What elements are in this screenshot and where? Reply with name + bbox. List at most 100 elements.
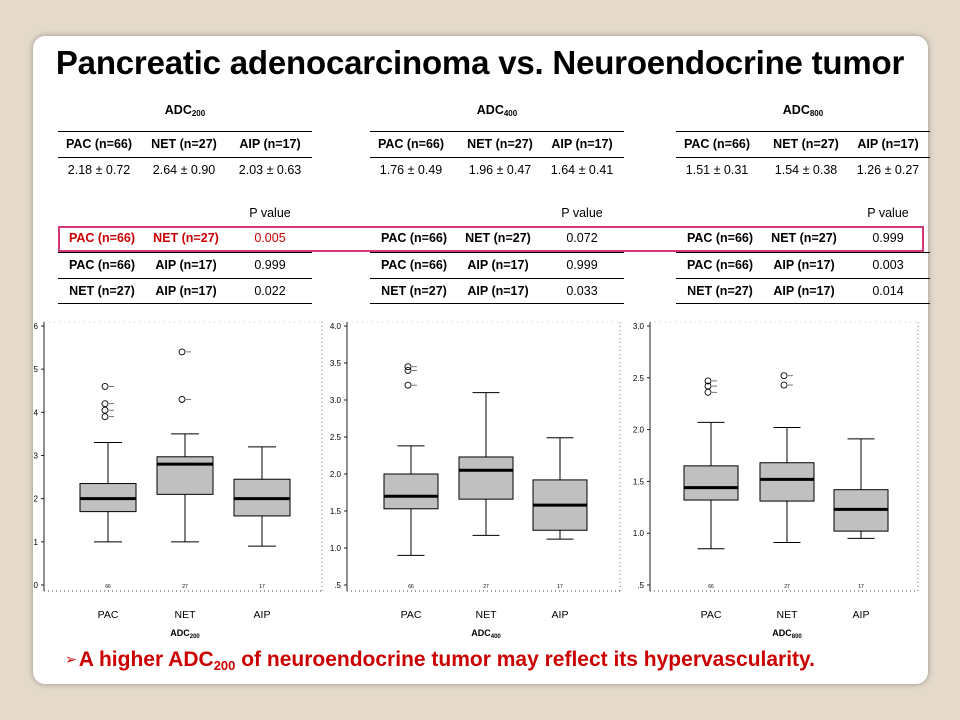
y-tick-label: 3.5	[330, 359, 342, 368]
mean-value: 1.76 ± 0.49	[379, 163, 443, 177]
p-value-header-row: P value	[370, 201, 624, 225]
p-value: 0.022	[254, 284, 286, 298]
outlier-point	[101, 406, 109, 414]
n-label: 17	[557, 584, 563, 590]
y-tick-label: 2	[34, 495, 39, 504]
p-value: 0.003	[872, 258, 904, 272]
y-tick-label: 2.0	[330, 470, 342, 479]
outlier-point	[101, 400, 109, 408]
outlier-point	[101, 382, 109, 390]
comparison-group-a: PAC (n=66)	[686, 231, 754, 245]
comparison-group-b: AIP (n=17)	[773, 284, 835, 298]
group-label: NET (n=27)	[773, 137, 839, 151]
x-axis-label: ADC800	[772, 628, 802, 640]
n-label: 66	[105, 584, 111, 590]
comparison-group-b: AIP (n=17)	[467, 258, 529, 272]
n-label: 66	[708, 584, 714, 590]
conclusion-prefix: A higher ADC	[78, 648, 214, 671]
p-value: 0.005	[254, 231, 286, 245]
table-header-subscript: 200	[191, 109, 206, 118]
category-label: AIP	[853, 609, 870, 621]
outlier-point	[178, 348, 186, 356]
mean-value: 2.64 ± 0.90	[152, 163, 216, 177]
table-header-base: ADC	[476, 103, 504, 117]
group-label: PAC (n=66)	[377, 137, 445, 151]
comparison-group-a: PAC (n=66)	[68, 231, 136, 245]
category-label: PAC	[701, 609, 722, 621]
y-tick-label: 3.0	[633, 322, 645, 331]
n-label: 27	[483, 584, 489, 590]
group-label: AIP (n=17)	[551, 137, 613, 151]
comparison-group-a: PAC (n=66)	[686, 258, 754, 272]
p-value-header-row: P value	[676, 201, 930, 225]
outlier-point	[404, 363, 412, 371]
p-value-header-row: P value	[58, 201, 312, 225]
group-label: AIP (n=17)	[239, 137, 301, 151]
p-value-header: P value	[249, 206, 291, 220]
comparison-group-a: PAC (n=66)	[380, 231, 448, 245]
mean-value: 1.26 ± 0.27	[856, 163, 920, 177]
outlier-point	[780, 372, 788, 380]
comparison-row: NET (n=27) AIP (n=17) 0.022	[58, 278, 312, 304]
mean-value: 1.54 ± 0.38	[774, 163, 838, 177]
comparison-row: PAC (n=66) NET (n=27) 0.999	[676, 226, 930, 250]
arrow-bullet-icon: ➢	[65, 651, 77, 667]
group-header-row: PAC (n=66) NET (n=27) AIP (n=17)	[58, 131, 312, 156]
comparison-group-a: NET (n=27)	[381, 284, 447, 298]
mean-value-row: 1.51 ± 0.31 1.54 ± 0.38 1.26 ± 0.27	[676, 157, 930, 182]
x-axis-label: ADC200	[170, 628, 200, 640]
outlier-point	[704, 377, 712, 385]
mean-value: 1.64 ± 0.41	[550, 163, 614, 177]
x-axis-label-base: ADC	[772, 628, 792, 638]
comparison-row: NET (n=27) AIP (n=17) 0.033	[370, 278, 624, 304]
p-value: 0.033	[566, 284, 598, 298]
mean-value: 1.96 ± 0.47	[468, 163, 532, 177]
y-tick-label: 4	[34, 408, 39, 417]
mean-value: 2.03 ± 0.63	[238, 163, 302, 177]
n-label: 17	[858, 584, 864, 590]
slide-title: Pancreatic adenocarcinoma vs. Neuroendoc…	[55, 44, 905, 81]
comparison-group-b: AIP (n=17)	[467, 284, 529, 298]
conclusion-suffix: of neuroendocrine tumor may reflect its …	[235, 648, 816, 671]
y-tick-label: 5	[34, 365, 39, 374]
comparison-group-b: AIP (n=17)	[155, 258, 217, 272]
outlier-point	[404, 381, 412, 389]
p-value-header: P value	[867, 206, 909, 220]
y-tick-label: 6	[34, 322, 39, 331]
outlier-point	[780, 381, 788, 389]
y-tick-label: .5	[637, 581, 644, 590]
y-tick-label: 0	[34, 581, 39, 590]
y-tick-label: 3.0	[330, 396, 342, 405]
comparison-group-a: PAC (n=66)	[380, 258, 448, 272]
p-value: 0.999	[254, 258, 286, 272]
conclusion-subscript: 200	[213, 658, 236, 673]
outlier-point	[704, 388, 712, 396]
x-axis-label-subscript: 800	[792, 634, 803, 640]
table-header-subscript: 400	[503, 109, 518, 118]
iqr-box	[156, 456, 214, 495]
iqr-box	[458, 456, 514, 500]
outlier-point	[404, 366, 412, 374]
comparison-group-b: AIP (n=17)	[773, 258, 835, 272]
x-axis-label: ADC400	[471, 628, 501, 640]
category-label: NET	[476, 609, 498, 621]
mean-value: 1.51 ± 0.31	[685, 163, 749, 177]
category-label: AIP	[552, 609, 569, 621]
x-axis-label-subscript: 400	[491, 634, 502, 640]
comparison-group-a: NET (n=27)	[69, 284, 135, 298]
significance-highlight-box	[58, 226, 924, 252]
outlier-point	[101, 413, 109, 421]
iqr-box	[759, 462, 815, 502]
y-tick-label: 1.0	[633, 529, 645, 538]
comparison-row: PAC (n=66) AIP (n=17) 0.003	[676, 252, 930, 277]
y-tick-label: .5	[334, 581, 341, 590]
conclusion-text: ➢A higher ADC200 of neuroendocrine tumor…	[65, 648, 815, 673]
group-label: PAC (n=66)	[65, 137, 133, 151]
comparison-group-b: NET (n=27)	[771, 231, 837, 245]
comparison-row: PAC (n=66) NET (n=27) 0.072	[370, 226, 624, 250]
comparison-row: PAC (n=66) AIP (n=17) 0.999	[370, 252, 624, 277]
comparison-group-a: PAC (n=66)	[68, 258, 136, 272]
p-value: 0.014	[872, 284, 904, 298]
p-value: 0.999	[566, 258, 598, 272]
